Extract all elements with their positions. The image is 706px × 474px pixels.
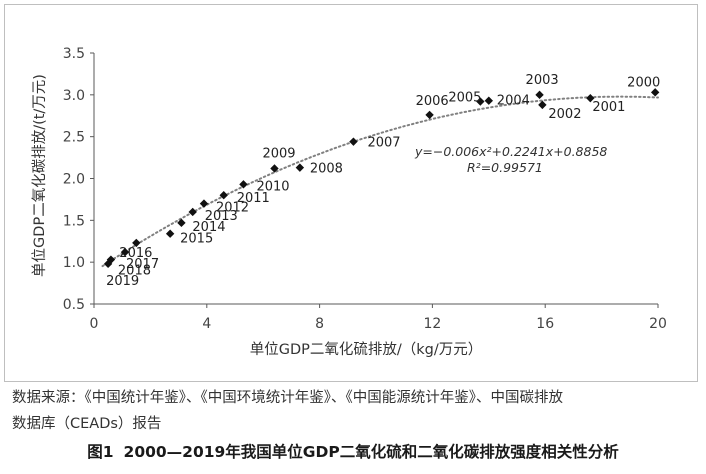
figure-number: 图1 [87, 443, 114, 461]
data-point [165, 229, 175, 238]
x-axis-title: 单位GDP二氧化硫排放/（kg/万元） [250, 341, 483, 358]
y-tick-label: 1.5 [63, 213, 85, 229]
source-note-line2: 数据库（CEADs）报告 [12, 416, 162, 432]
data-point [199, 199, 209, 208]
y-tick-label: 1.0 [63, 255, 85, 271]
y-tick-label: 3.0 [63, 88, 85, 104]
data-label: 2008 [310, 162, 343, 177]
data-point [177, 218, 186, 228]
data-label: 2009 [262, 146, 295, 161]
data-point [538, 100, 547, 110]
figure-title: 2000—2019年我国单位GDP二氧化硫和二氧化碳排放强度相关性分析 [123, 443, 619, 461]
data-label: 2000 [627, 75, 660, 90]
data-label: 2007 [367, 136, 400, 151]
data-label: 2018 [118, 264, 151, 279]
source-note-line1: 数据来源：《中国统计年鉴》、《中国环境统计年鉴》、《中国能源统计年鉴》、中国碳排… [12, 390, 563, 406]
data-label: 2006 [416, 94, 449, 109]
data-point [270, 164, 279, 173]
data-label: 2012 [216, 201, 249, 216]
x-tick-label: 20 [649, 316, 667, 332]
data-point [586, 93, 595, 103]
data-label: 2019 [106, 274, 139, 289]
data-label: 2014 [192, 220, 225, 235]
data-label: 2001 [592, 100, 625, 115]
data-point [476, 97, 485, 106]
data-point [239, 180, 248, 189]
data-point [103, 259, 113, 269]
data-point [188, 207, 197, 217]
data-point [219, 191, 228, 200]
data-label: 2013 [205, 209, 238, 224]
y-axis-title: 单位GDP二氧化碳排放/(t/万元) [31, 74, 48, 277]
y-tick-label: 2.0 [63, 172, 85, 188]
data-point [132, 238, 141, 248]
trendline-r2: R²=0.99571 [467, 160, 543, 175]
data-point [650, 88, 660, 97]
data-point [535, 90, 544, 100]
data-label: 2017 [126, 257, 159, 272]
data-point [425, 110, 434, 120]
data-point [120, 247, 130, 257]
scatter-plot: 0 4 8 12 16 20 0.5 1.0 1.5 2.0 2.5 3.0 3.5 单位GDP二氧化硫排… [31, 46, 667, 358]
data-label: 2011 [237, 191, 270, 206]
data-label: 2010 [256, 179, 289, 194]
x-tick-label: 16 [536, 316, 554, 332]
x-tick-label: 12 [423, 316, 441, 332]
x-tick-label: 0 [90, 316, 99, 332]
trendline-equation: y=−0.006x²+0.2241x+0.8858 [414, 144, 607, 159]
data-label: 2015 [180, 232, 213, 247]
chart-frame: 0 4 8 12 16 20 0.5 1.0 1.5 2.0 2.5 3.0 3.5 单位GDP二氧化硫排… [4, 4, 698, 382]
x-tick-label: 4 [202, 316, 211, 332]
data-point [295, 163, 305, 172]
y-tick-label: 3.5 [63, 46, 85, 62]
data-point [349, 137, 358, 146]
data-label: 2003 [526, 73, 559, 88]
y-tick-label: 0.5 [63, 297, 85, 313]
x-tick-label: 8 [315, 316, 324, 332]
data-label: 2016 [119, 246, 152, 261]
y-tick-label: 2.5 [63, 130, 85, 146]
figure-caption: 图1 2000—2019年我国单位GDP二氧化硫和二氧化碳排放强度相关性分析 [0, 440, 706, 462]
data-label: 2002 [548, 107, 581, 122]
data-label: 2004 [497, 94, 530, 109]
data-label: 2005 [448, 91, 481, 106]
data-point [484, 96, 493, 105]
